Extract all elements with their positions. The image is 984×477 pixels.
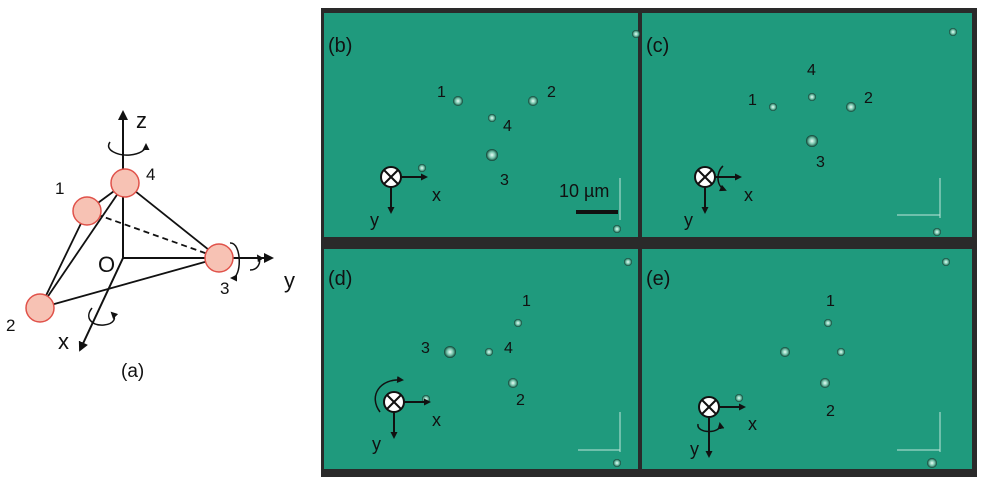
sphere-3 bbox=[204, 243, 234, 273]
coordinate-indicator bbox=[380, 166, 428, 214]
particle bbox=[942, 258, 950, 266]
particle bbox=[735, 394, 743, 402]
particle bbox=[820, 378, 830, 388]
particle bbox=[485, 348, 493, 356]
x-axis bbox=[78, 257, 124, 352]
panel-d-label: (d) bbox=[328, 268, 352, 290]
sphere-label-4: 4 bbox=[146, 165, 155, 184]
axis-x-label: x bbox=[432, 185, 441, 205]
x-rotation-arrow bbox=[88, 307, 119, 326]
axis-y-label: y bbox=[372, 434, 381, 454]
particle bbox=[418, 164, 426, 172]
panel-a-label: (a) bbox=[121, 361, 144, 382]
particle bbox=[528, 96, 538, 106]
panel-b: (b) 1 2 4 3 x y 10 µm bbox=[324, 13, 640, 237]
y-rotation-arrow bbox=[229, 242, 240, 282]
sphere-label-3: 3 bbox=[220, 279, 229, 298]
particle bbox=[933, 228, 941, 236]
particle bbox=[453, 96, 463, 106]
x-rotation-arrow bbox=[717, 165, 727, 192]
axis-x-label: x bbox=[432, 410, 441, 430]
particle bbox=[613, 459, 621, 467]
coordinate-indicator bbox=[374, 376, 431, 439]
y-rotation-arrow-tail bbox=[249, 254, 264, 271]
z-rotation-arrow bbox=[374, 376, 404, 413]
y-axis-label: y bbox=[284, 268, 295, 293]
particle-label-3: 3 bbox=[500, 172, 509, 189]
panel-a-diagram: z y x O 1 2 3 4 (a) bbox=[6, 108, 295, 382]
faint-scale-overlay bbox=[897, 412, 941, 452]
panel-e-image bbox=[642, 249, 972, 469]
panel-c: (c) 4 1 2 3 x y bbox=[642, 13, 972, 237]
tetrahedron-edges bbox=[39, 182, 220, 309]
coordinate-indicator bbox=[694, 165, 742, 214]
particle bbox=[846, 102, 856, 112]
particle bbox=[624, 258, 632, 266]
panel-e-label: (e) bbox=[646, 268, 670, 290]
particle bbox=[927, 458, 937, 468]
panel-c-label: (c) bbox=[646, 35, 669, 57]
sphere-4 bbox=[110, 168, 140, 198]
particle bbox=[806, 135, 818, 147]
particle-label-1: 1 bbox=[437, 84, 446, 101]
x-axis-label: x bbox=[58, 329, 69, 354]
axis-x-label: x bbox=[744, 185, 753, 205]
axis-x-label: x bbox=[748, 414, 757, 434]
sphere-2 bbox=[25, 293, 55, 323]
particle bbox=[837, 348, 845, 356]
particle-label-2: 2 bbox=[864, 90, 873, 107]
particle-label-2: 2 bbox=[826, 403, 835, 420]
particle bbox=[769, 103, 777, 111]
particle bbox=[632, 30, 640, 38]
faint-scale-overlay bbox=[897, 178, 941, 218]
panel-b-image bbox=[324, 13, 638, 237]
scale-bar bbox=[576, 210, 618, 214]
axis-y-label: y bbox=[684, 210, 693, 230]
origin-label: O bbox=[98, 252, 115, 277]
particle-label-3: 3 bbox=[421, 340, 430, 357]
particle bbox=[824, 319, 832, 327]
y-rotation-arrow bbox=[697, 422, 725, 433]
particle bbox=[808, 93, 816, 101]
sphere-1 bbox=[72, 196, 102, 226]
particle-label-2: 2 bbox=[516, 392, 525, 409]
particle-label-3: 3 bbox=[816, 154, 825, 171]
panel-c-image bbox=[642, 13, 972, 237]
panel-d: (d) 1 3 4 2 x y bbox=[324, 249, 638, 469]
panel-d-image bbox=[324, 249, 638, 469]
particle bbox=[514, 319, 522, 327]
particle-label-1: 1 bbox=[826, 293, 835, 310]
particle bbox=[486, 149, 498, 161]
axis-y-label: y bbox=[690, 439, 699, 459]
particle-label-4: 4 bbox=[503, 118, 512, 135]
scale-bar-label: 10 µm bbox=[559, 181, 609, 201]
particle bbox=[488, 114, 496, 122]
axis-y-label: y bbox=[370, 210, 379, 230]
sphere-label-1: 1 bbox=[55, 179, 64, 198]
particle-label-4: 4 bbox=[504, 340, 513, 357]
coordinate-indicator bbox=[697, 396, 746, 458]
particle-label-1: 1 bbox=[522, 293, 531, 310]
particle bbox=[949, 28, 957, 36]
particle-label-1: 1 bbox=[748, 92, 757, 109]
faint-scale-overlay bbox=[578, 412, 621, 452]
particle-label-2: 2 bbox=[547, 84, 556, 101]
sphere-label-2: 2 bbox=[6, 316, 15, 335]
z-axis-label: z bbox=[136, 108, 147, 133]
particle bbox=[613, 225, 621, 233]
panel-e: (e) 1 2 x y bbox=[642, 249, 972, 469]
particle bbox=[508, 378, 518, 388]
panel-b-label: (b) bbox=[328, 35, 352, 57]
particle bbox=[780, 347, 790, 357]
particle bbox=[444, 346, 456, 358]
particle-label-4: 4 bbox=[807, 62, 816, 79]
z-rotation-arrow bbox=[107, 141, 150, 156]
